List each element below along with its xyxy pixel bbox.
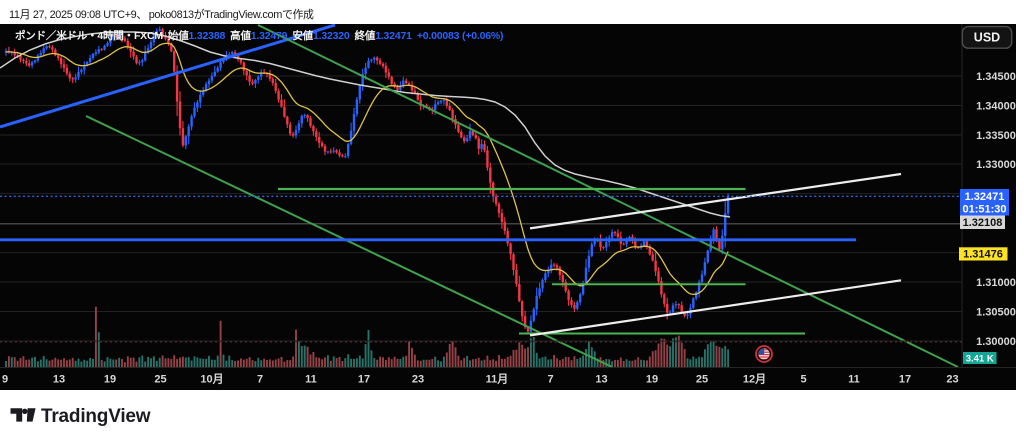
svg-text:13: 13 [53,374,65,386]
svg-text:17: 17 [899,374,911,386]
svg-text:1.34500: 1.34500 [976,71,1016,83]
svg-text:11月: 11月 [486,373,509,386]
svg-text:17: 17 [358,374,370,386]
svg-text:12月: 12月 [743,373,766,386]
svg-text:11: 11 [848,374,860,386]
svg-text:23: 23 [946,374,958,386]
svg-text:23: 23 [412,374,424,386]
svg-text:19: 19 [646,374,658,386]
svg-text:5: 5 [800,374,806,386]
svg-text:1.34000: 1.34000 [976,101,1016,113]
svg-text:19: 19 [104,374,116,386]
svg-text:1.33500: 1.33500 [976,130,1016,142]
svg-text:1.31476: 1.31476 [963,249,1003,261]
svg-text:ポンド／米ドル・4時間・FXCM 始値1.32388 高値1: ポンド／米ドル・4時間・FXCM 始値1.32388 高値1.32479 安値1… [15,29,503,42]
svg-text:13: 13 [595,374,607,386]
svg-text:1.30000: 1.30000 [976,336,1016,348]
svg-text:1.32471: 1.32471 [965,191,1005,203]
svg-text:1.31000: 1.31000 [976,277,1016,289]
svg-text:1.30500: 1.30500 [976,307,1016,319]
svg-text:3.41 K: 3.41 K [966,353,994,364]
svg-text:9: 9 [2,374,8,386]
svg-text:1.33000: 1.33000 [976,159,1016,171]
svg-text:25: 25 [696,374,708,386]
svg-text:TradingView: TradingView [41,406,151,427]
svg-text:7: 7 [547,374,553,386]
svg-text:1.32108: 1.32108 [963,217,1003,229]
svg-text:10月: 10月 [200,373,223,386]
svg-text:11: 11 [305,374,317,386]
svg-text:USD: USD [974,31,1000,45]
svg-text:25: 25 [154,374,166,386]
svg-text:7: 7 [257,374,263,386]
svg-text:01:51:30: 01:51:30 [962,203,1006,215]
